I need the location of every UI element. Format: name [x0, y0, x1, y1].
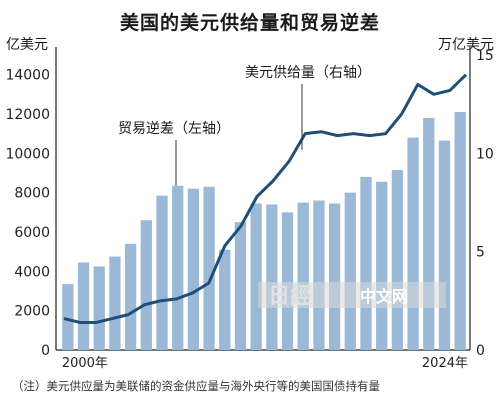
bar-trade-deficit [250, 203, 262, 350]
y-right-tick-label: 10 [476, 146, 494, 162]
bar-trade-deficit [438, 140, 451, 350]
bar-trade-deficit [203, 186, 215, 350]
bar-trade-deficit [266, 204, 278, 350]
bar-trade-deficit [297, 202, 309, 350]
y-left-tick-label: 14000 [5, 68, 50, 84]
footnote: （注）美元供应量为美联储的资金供应量与海外央行等的美国国债持有量 [12, 379, 380, 393]
bar-trade-deficit [407, 137, 419, 350]
bar-trade-deficit [328, 203, 341, 350]
y-left-tick-label: 12000 [5, 107, 50, 123]
bar-trade-deficit [234, 222, 247, 350]
bar-trade-deficit [140, 220, 152, 350]
y-right-tick-label: 5 [476, 245, 485, 261]
bar-trade-deficit [77, 262, 90, 350]
watermark-logo: 日經 [268, 283, 312, 309]
annotation-trade-deficit: 贸易逆差（左轴） [118, 121, 230, 137]
bar-trade-deficit [281, 212, 294, 350]
y-left-tick-label: 8000 [14, 186, 50, 202]
bar-trade-deficit [219, 249, 231, 350]
bar-trade-deficit [62, 284, 74, 350]
bar-trade-deficit [454, 112, 466, 351]
line-dollar-supply [63, 73, 468, 324]
bar-trade-deficit [344, 192, 356, 350]
y-right-tick-label: 15 [476, 48, 494, 64]
watermark-text: 中文网 [360, 287, 408, 306]
bar-trade-deficit [313, 200, 325, 350]
y-left-tick-label: 10000 [5, 146, 50, 162]
bar-trade-deficit [360, 176, 372, 350]
left-axis-unit: 亿美元 [6, 37, 48, 53]
bar-trade-deficit [391, 170, 404, 350]
bar-trade-deficit [187, 188, 200, 350]
y-left-tick-label: 6000 [14, 225, 50, 241]
watermark-background [258, 282, 446, 308]
bar-trade-deficit [423, 117, 435, 350]
annotation-dollar-supply: 美元供给量（右轴） [245, 65, 371, 81]
x-tick-label-end: 2024年 [422, 356, 468, 371]
y-left-tick-label: 4000 [14, 264, 50, 280]
x-tick-label-start: 2000年 [62, 356, 108, 371]
bar-trade-deficit [124, 243, 137, 350]
bar-trade-deficit [376, 181, 388, 350]
y-right-tick-label: 0 [476, 343, 485, 359]
bar-trade-deficit [93, 266, 105, 350]
chart-title: 美国的美元供给量和贸易逆差 [119, 12, 380, 34]
right-axis-unit: 万亿美元 [438, 37, 494, 53]
bar-trade-deficit [109, 256, 121, 350]
bar-trade-deficit [172, 185, 184, 350]
y-left-tick-label: 2000 [14, 304, 50, 320]
bar-trade-deficit [156, 195, 168, 350]
y-left-tick-label: 0 [41, 343, 50, 359]
